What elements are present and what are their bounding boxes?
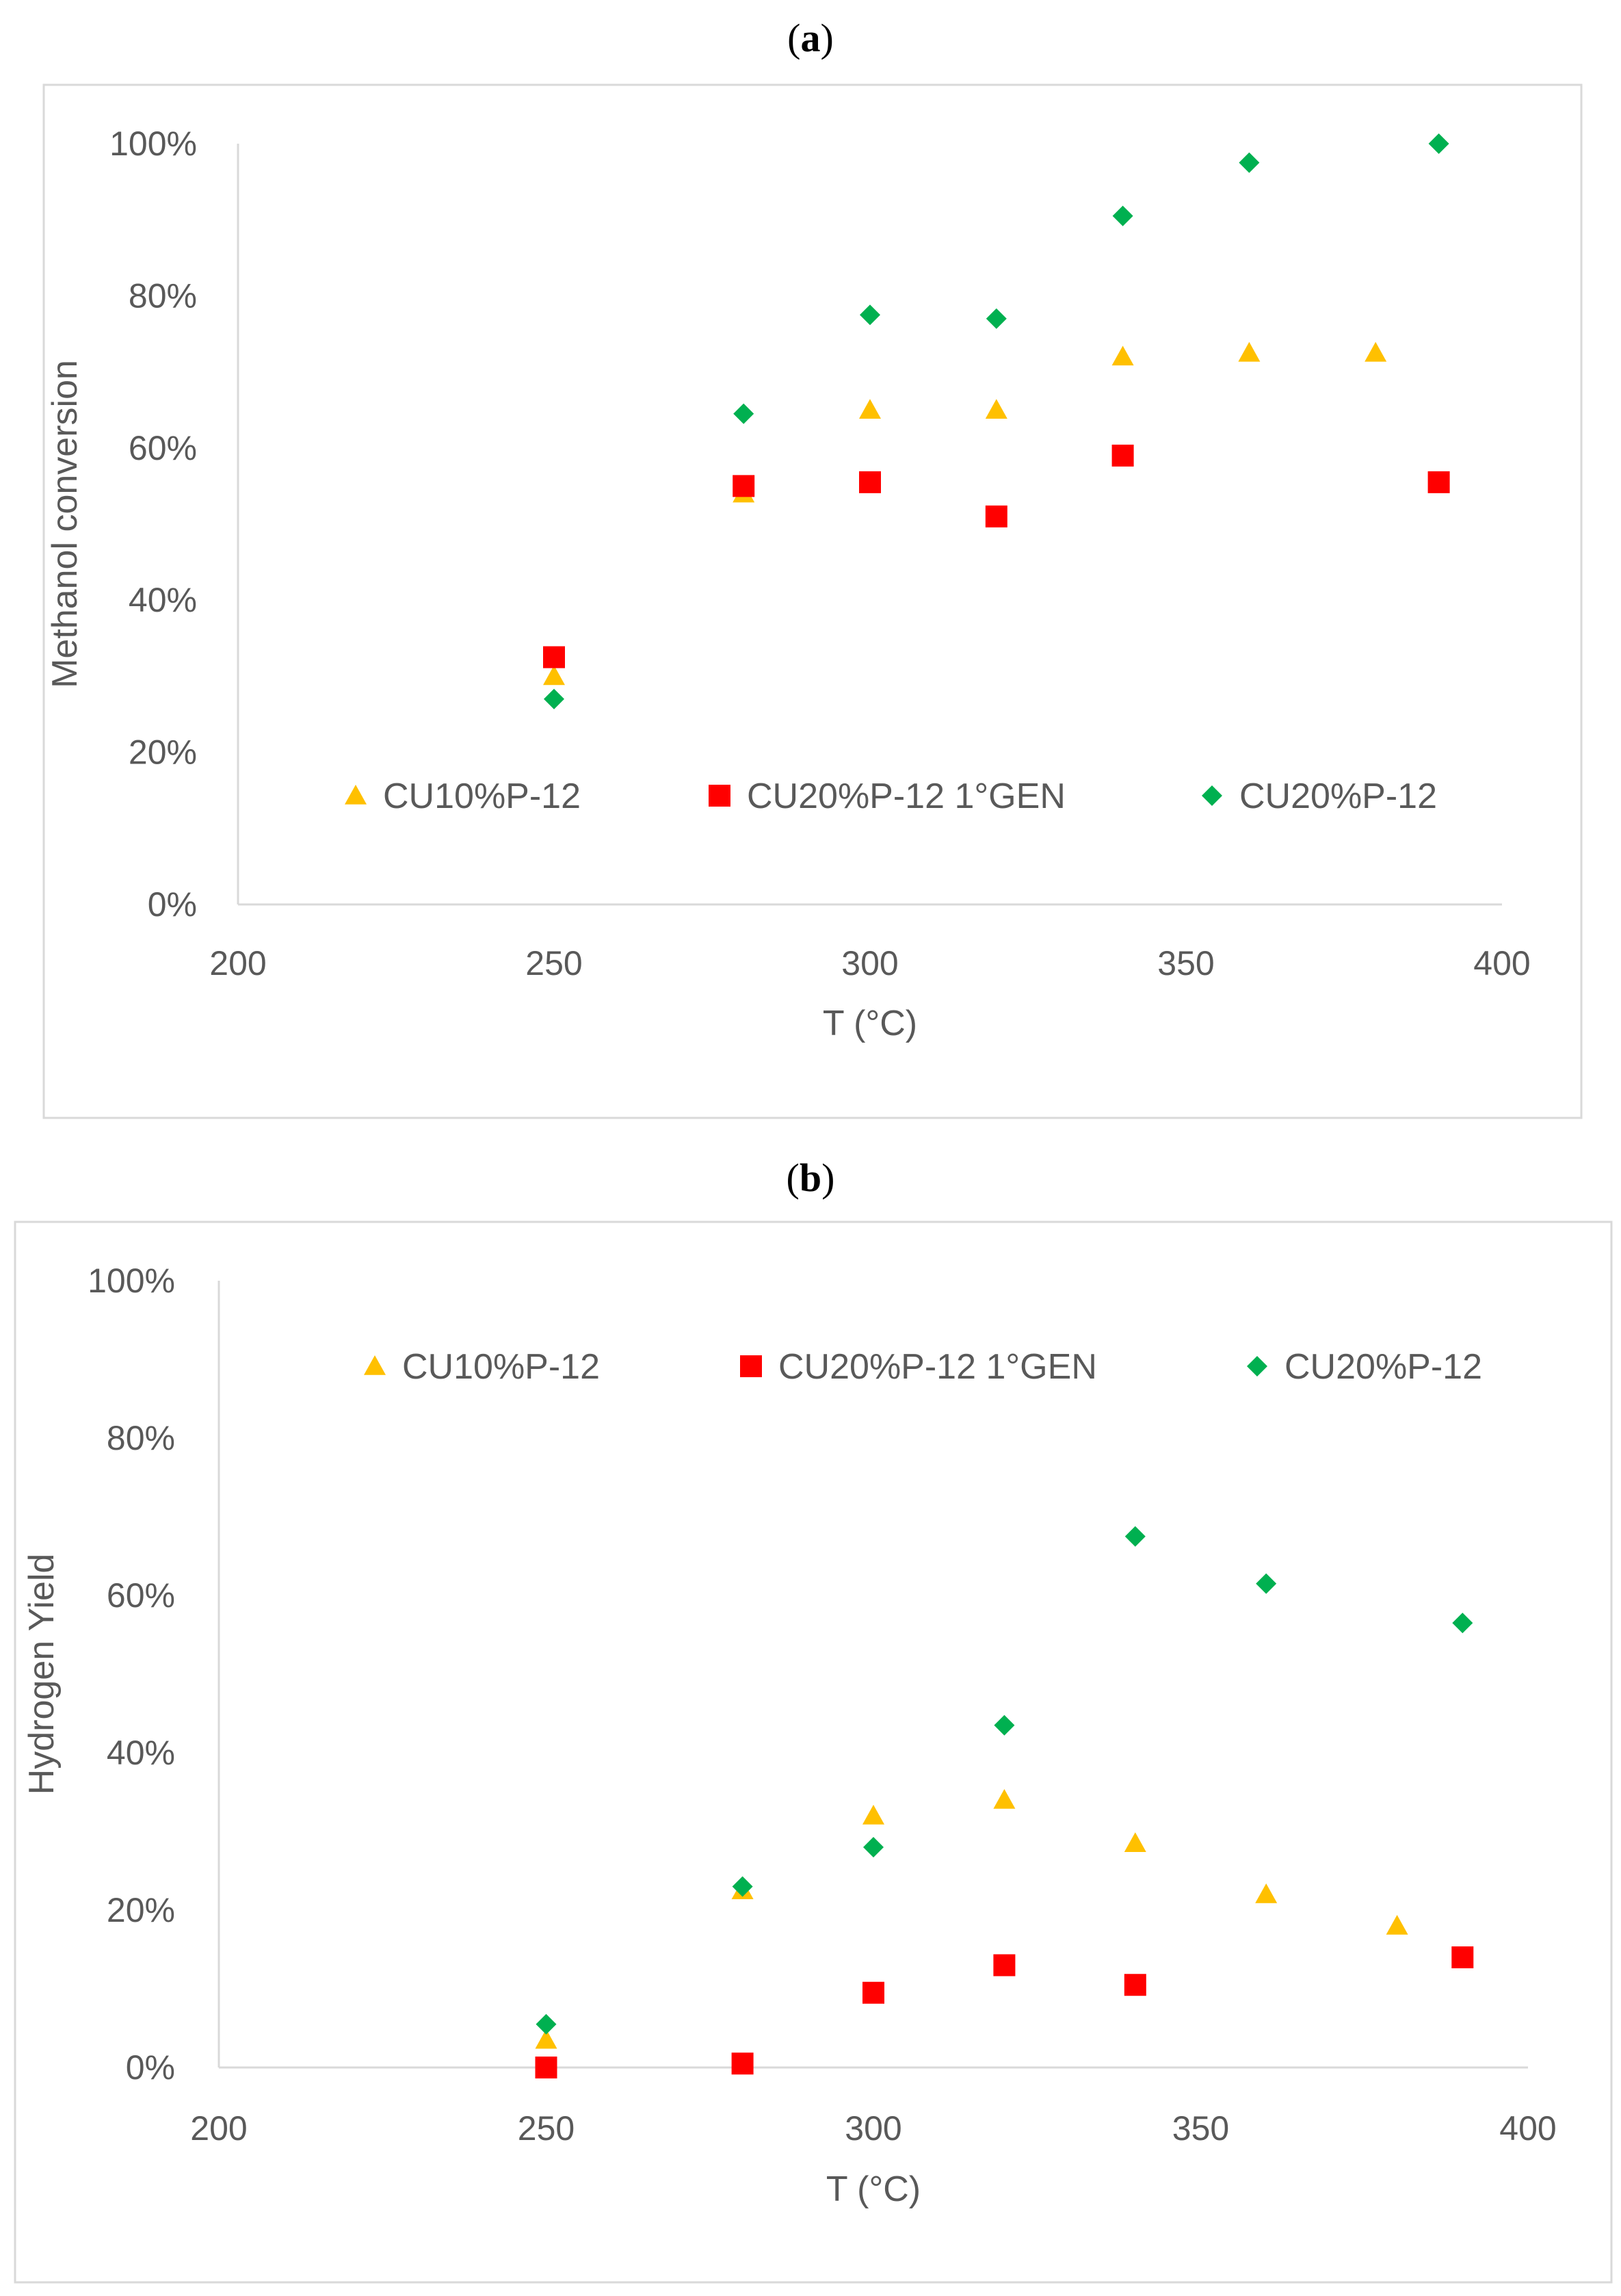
- x-tick-label: 300: [845, 2109, 901, 2148]
- data-point: [985, 399, 1007, 419]
- panel-a-label: (a): [787, 16, 834, 60]
- y-tick-label: 100%: [88, 1262, 175, 1300]
- x-tick-label: 400: [1473, 944, 1530, 982]
- data-point: [1124, 1974, 1146, 1996]
- chart-b: 0% 20% 40% 60% 80% 100% 200 250 300 350 400 T (°C) H…: [22, 1262, 1557, 2209]
- data-point: [1365, 341, 1387, 362]
- y-tick-label: 80%: [129, 276, 197, 315]
- x-tick-label: 350: [1172, 2109, 1229, 2148]
- data-point: [535, 2028, 557, 2049]
- legend-label: CU20%P-12 1°GEN: [778, 1347, 1097, 1387]
- data-point: [1428, 133, 1449, 154]
- panel-b-label: (b): [786, 1156, 835, 1200]
- series-3: [536, 1526, 1473, 2035]
- data-point: [1451, 1946, 1474, 1968]
- data-point: [1111, 444, 1134, 467]
- data-point: [1427, 471, 1450, 493]
- data-point: [985, 505, 1007, 527]
- legend-label: CU20%P-12 1°GEN: [747, 777, 1066, 816]
- y-tick-label: 40%: [107, 1734, 175, 1772]
- y-tick-label: 100%: [109, 125, 197, 163]
- legend-label: CU10%P-12: [402, 1347, 600, 1387]
- y-tick-label: 60%: [129, 429, 197, 467]
- data-point: [1239, 152, 1260, 173]
- data-point: [994, 1714, 1015, 1736]
- legend-marker: [709, 785, 730, 807]
- data-point: [544, 688, 564, 709]
- x-tick-label: 200: [209, 944, 266, 982]
- data-point: [993, 1954, 1016, 1977]
- chart-a-frame: [42, 83, 1583, 1119]
- legend-marker: [1202, 785, 1222, 806]
- series-1: [535, 1789, 1408, 2049]
- data-point: [543, 646, 565, 668]
- data-point: [993, 1789, 1016, 1809]
- data-point: [1255, 1883, 1278, 1903]
- x-tick-label: 300: [841, 944, 898, 982]
- data-point: [859, 471, 881, 493]
- series-2: [535, 1946, 1474, 2078]
- data-point: [859, 399, 881, 419]
- series-1: [543, 341, 1387, 686]
- data-point: [732, 1876, 753, 1897]
- legend-marker: [740, 1355, 762, 1377]
- data-point: [1124, 1526, 1146, 1547]
- data-point: [543, 665, 565, 686]
- legend-label: CU20%P-12: [1239, 777, 1437, 816]
- data-point: [536, 2013, 557, 2035]
- data-point: [733, 475, 755, 497]
- data-point: [862, 1805, 884, 1825]
- x-tick-label: 250: [518, 2109, 575, 2148]
- data-point: [1112, 205, 1133, 226]
- data-point: [1386, 1915, 1408, 1935]
- series-2: [543, 444, 1450, 668]
- x-tick-label: 350: [1157, 944, 1214, 982]
- x-axis-title: T (°C): [826, 2169, 921, 2209]
- x-tick-label: 250: [525, 944, 582, 982]
- data-point: [863, 1837, 884, 1857]
- legend-label: CU10%P-12: [383, 777, 581, 816]
- y-tick-label: 20%: [107, 1891, 175, 1929]
- y-tick-label: 0%: [148, 885, 197, 924]
- x-axis-title: T (°C): [823, 1004, 917, 1043]
- y-tick-label: 80%: [107, 1419, 175, 1457]
- data-point: [535, 2057, 557, 2078]
- legend-marker: [345, 785, 367, 805]
- data-point: [986, 308, 1007, 329]
- y-tick-label: 0%: [126, 2048, 175, 2087]
- data-point: [860, 304, 880, 326]
- legend-marker: [364, 1355, 386, 1375]
- data-point: [862, 1981, 884, 2004]
- y-axis-title: Methanol conversion: [45, 360, 85, 688]
- legend-label: CU20%P-12: [1284, 1347, 1482, 1387]
- data-point: [733, 403, 754, 424]
- series-3: [544, 133, 1449, 709]
- data-point: [1124, 1832, 1146, 1853]
- data-point: [1452, 1613, 1473, 1634]
- x-tick-label: 400: [1499, 2109, 1556, 2148]
- y-tick-label: 60%: [107, 1576, 175, 1615]
- data-point: [1238, 341, 1261, 362]
- data-point: [1256, 1573, 1277, 1594]
- y-tick-label: 40%: [129, 581, 197, 619]
- chart-b-frame: [14, 1221, 1613, 2284]
- x-tick-label: 200: [190, 2109, 247, 2148]
- chart-a: 0% 20% 40% 60% 80% 100% 200 250 300 350 400 T (°C) M…: [45, 125, 1531, 1043]
- data-point: [1111, 345, 1134, 366]
- data-point: [731, 2052, 754, 2075]
- legend-marker: [1247, 1356, 1267, 1377]
- y-axis-title: Hydrogen Yield: [22, 1554, 62, 1795]
- y-tick-label: 20%: [129, 733, 197, 772]
